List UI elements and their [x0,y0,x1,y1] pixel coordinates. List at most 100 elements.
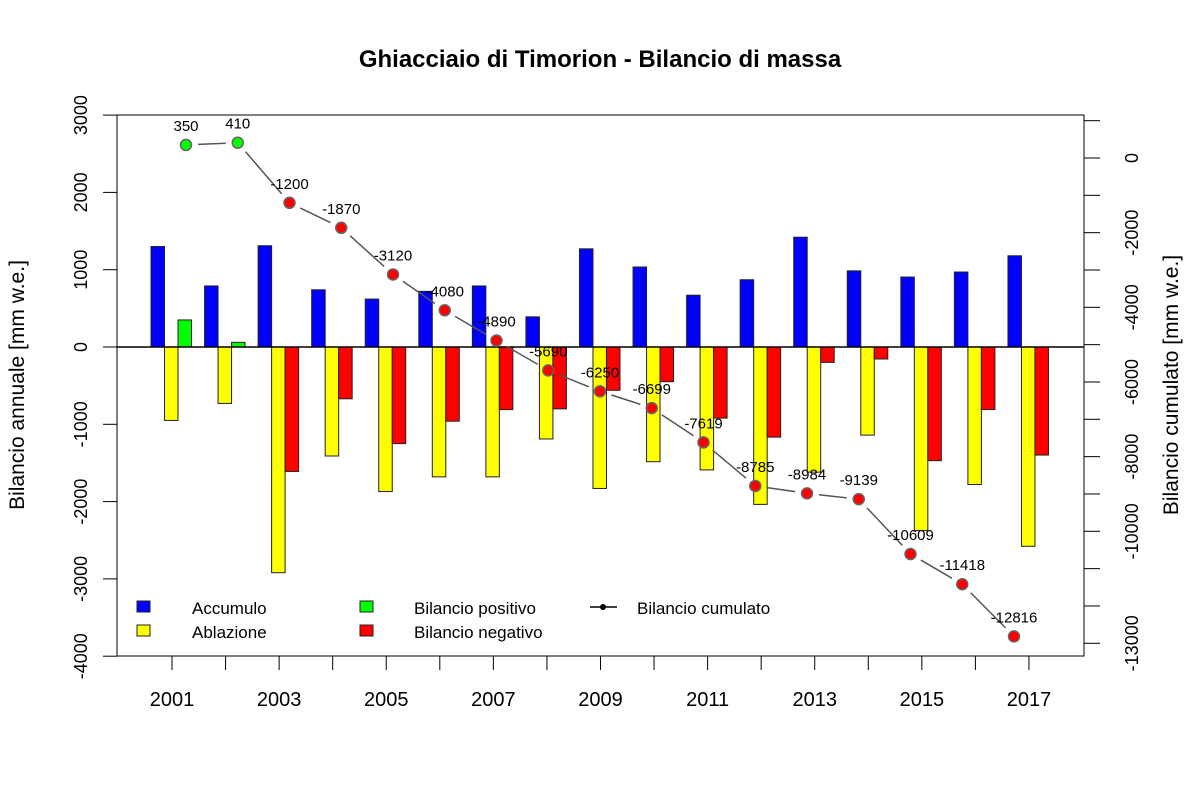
y-tick-label: 1000 [71,250,91,290]
cumulative-label: 350 [173,118,198,135]
y-right-tick-label: -10000 [1122,503,1142,559]
bar-bilancio-2016 [980,346,996,411]
cumulative-label: -11418 [939,557,985,574]
bar-ablazione-2007 [485,346,500,478]
cumulative-line-segment [454,315,487,336]
y-right-tick-label: -4000 [1122,284,1142,330]
cumulative-label: -5690 [529,343,567,360]
cumulative-line-segment [559,374,590,388]
bar-ablazione-2002 [217,346,233,404]
cumulative-point-2009 [593,385,607,398]
bar-accumulo-2009 [578,248,594,348]
cumulative-line-segment [712,449,747,479]
cumulative-line-segment [920,559,953,579]
legend-label: Ablazione [192,623,267,642]
bar-ablazione-2003 [271,346,286,574]
cumulative-point-2014 [852,492,865,506]
cumulative-label: -12816 [991,609,1038,626]
x-tick-label: 2007 [471,689,516,711]
cumulative-line-segment [349,235,385,267]
bar-accumulo-2013 [793,236,808,348]
cumulative-label: -6250 [581,364,619,381]
cumulative-line-segment [611,394,641,406]
bar-ablazione-2013 [806,346,822,473]
bar-accumulo-2016 [953,271,969,348]
bar-accumulo-2003 [257,245,273,348]
cumulative-line-segment [818,493,847,499]
bar-accumulo-2011 [686,294,701,348]
y-tick-label: 2000 [71,172,91,212]
bar-accumulo-2002 [204,285,219,348]
legend-label: Accumulo [192,599,267,618]
x-tick-label: 2001 [150,689,195,711]
bar-bilancio-2013 [820,346,835,363]
y-right-tick-label: -8000 [1122,434,1142,480]
cumulative-line-segment [767,486,796,493]
bar-accumulo-2010 [632,266,648,348]
cumulative-point-2015 [904,547,917,561]
bar-bilancio-2001 [177,319,192,348]
bar-ablazione-2001 [164,346,179,421]
cumulative-label: -10609 [887,527,934,544]
bar-ablazione-2016 [967,346,982,486]
cumulative-label: -7619 [684,415,722,432]
bar-accumulo-2015 [900,276,915,348]
bar-accumulo-2012 [739,279,755,348]
bar-bilancio-2015 [927,346,942,462]
cumulative-label: -1870 [322,201,360,218]
bar-bilancio-2004 [338,346,353,400]
cumulative-point-2006 [438,304,451,317]
bar-accumulo-2005 [364,298,380,348]
bar-bilancio-2017 [1034,346,1049,456]
bar-ablazione-2008 [538,346,554,440]
legend-label: Bilancio positivo [414,599,536,618]
x-tick-label: 2005 [364,689,409,711]
bar-accumulo-2004 [311,289,326,348]
cumulative-point-2013 [800,487,814,500]
bar-bilancio-2003 [284,346,300,472]
cumulative-point-2001 [179,138,193,152]
y-right-tick-label: -2000 [1122,210,1142,256]
bar-ablazione-2011 [699,346,715,471]
legend-swatch-accumulo [136,600,151,613]
cumulative-label: -8984 [788,466,826,483]
cumulative-label: -1200 [270,176,308,193]
y-tick-label: -3000 [71,556,91,602]
legend-swatch-positivo [359,600,374,613]
legend-label: Bilancio cumulato [637,599,770,618]
cumulative-label: -4080 [426,283,464,300]
cumulative-point-2005 [386,268,400,281]
cumulative-label: -3120 [374,247,412,264]
x-tick-label: 2017 [1007,689,1052,711]
bar-bilancio-2010 [659,346,675,383]
y-axis-label: Bilancio annuale [mm w.e.] [6,260,29,510]
bar-accumulo-2014 [846,270,862,348]
cumulative-point-2011 [697,436,710,449]
bar-ablazione-2006 [431,346,447,478]
cumulative-point-2003 [283,196,296,210]
x-tick-label: 2015 [900,689,945,711]
cumulative-point-2004 [335,221,348,235]
legend-point-cumulato [600,604,606,610]
cumulative-line-segment [661,414,694,437]
cumulative-line-segment [402,280,436,305]
bar-accumulo-2001 [150,246,165,348]
bar-ablazione-2004 [324,346,340,457]
cumulative-point-2008 [542,364,555,377]
y-tick-label: 3000 [71,95,91,135]
x-tick-label: 2013 [792,689,837,711]
cumulative-point-2010 [645,401,658,415]
cumulative-label: 410 [225,116,250,133]
cumulative-line-segment [245,151,283,195]
cumulative-line-segment [197,142,226,146]
cumulative-point-2017 [1007,630,1021,643]
x-tick-label: 2009 [578,689,623,711]
x-tick-label: 2003 [257,689,302,711]
bar-accumulo-2017 [1007,255,1022,348]
y-tick-label: 0 [71,342,91,352]
cumulative-line-segment [299,207,331,224]
bar-bilancio-2006 [445,346,460,422]
cumulative-label: -8785 [736,459,774,476]
cumulative-label: -9139 [840,472,878,489]
